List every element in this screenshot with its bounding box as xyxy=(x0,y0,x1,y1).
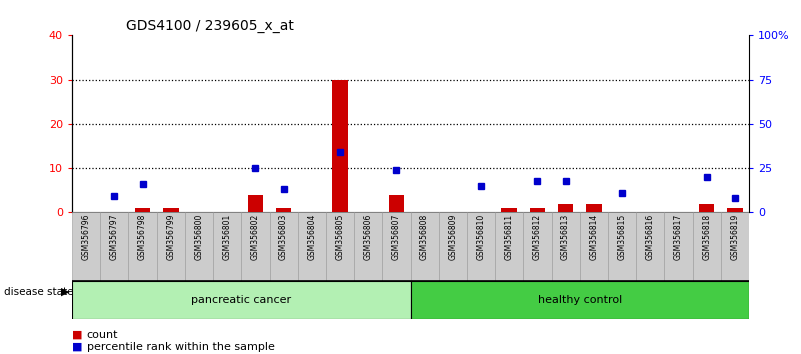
Bar xyxy=(354,212,382,281)
Bar xyxy=(269,212,298,281)
Text: GSM356809: GSM356809 xyxy=(449,213,457,260)
Text: GSM356817: GSM356817 xyxy=(674,213,683,260)
Text: GSM356798: GSM356798 xyxy=(138,213,147,260)
Text: GSM356811: GSM356811 xyxy=(505,213,513,259)
Text: GSM356814: GSM356814 xyxy=(590,213,598,260)
Bar xyxy=(72,212,100,281)
Bar xyxy=(523,212,552,281)
Bar xyxy=(529,208,545,212)
Bar xyxy=(213,212,241,281)
Text: GSM356808: GSM356808 xyxy=(420,213,429,260)
Bar xyxy=(693,212,721,281)
Bar xyxy=(727,208,743,212)
Bar xyxy=(557,204,574,212)
Text: count: count xyxy=(87,330,118,339)
Bar xyxy=(410,212,439,281)
Text: GSM356805: GSM356805 xyxy=(336,213,344,260)
Bar xyxy=(439,212,467,281)
Bar xyxy=(586,204,602,212)
Bar xyxy=(100,212,128,281)
Text: GSM356799: GSM356799 xyxy=(167,213,175,260)
Text: GSM356819: GSM356819 xyxy=(731,213,739,260)
Bar xyxy=(580,212,608,281)
Text: GSM356796: GSM356796 xyxy=(82,213,91,260)
Bar xyxy=(382,212,410,281)
Bar xyxy=(410,281,749,319)
Bar xyxy=(495,212,523,281)
Text: GSM356806: GSM356806 xyxy=(364,213,372,260)
Text: ■: ■ xyxy=(72,342,83,352)
Text: GSM356818: GSM356818 xyxy=(702,213,711,259)
Bar xyxy=(388,195,405,212)
Bar xyxy=(501,208,517,212)
Bar xyxy=(163,208,179,212)
Text: ■: ■ xyxy=(72,330,83,339)
Bar xyxy=(185,212,213,281)
Bar xyxy=(248,195,264,212)
Text: disease state: disease state xyxy=(4,287,74,297)
Bar xyxy=(721,212,749,281)
Bar xyxy=(298,212,326,281)
Bar xyxy=(157,212,185,281)
Bar xyxy=(241,212,269,281)
Text: healthy control: healthy control xyxy=(537,295,622,305)
Text: pancreatic cancer: pancreatic cancer xyxy=(191,295,292,305)
Bar xyxy=(552,212,580,281)
Text: GSM356802: GSM356802 xyxy=(251,213,260,260)
Text: GDS4100 / 239605_x_at: GDS4100 / 239605_x_at xyxy=(127,19,294,33)
Text: GSM356807: GSM356807 xyxy=(392,213,401,260)
Bar xyxy=(332,80,348,212)
Bar xyxy=(135,208,151,212)
Text: GSM356801: GSM356801 xyxy=(223,213,231,260)
Bar xyxy=(326,212,354,281)
Text: GSM356803: GSM356803 xyxy=(279,213,288,260)
Bar xyxy=(467,212,495,281)
Text: GSM356812: GSM356812 xyxy=(533,213,542,259)
Bar xyxy=(636,212,664,281)
Text: GSM356804: GSM356804 xyxy=(308,213,316,260)
Bar xyxy=(608,212,636,281)
Bar xyxy=(128,212,157,281)
Text: GSM356813: GSM356813 xyxy=(562,213,570,260)
Text: GSM356810: GSM356810 xyxy=(477,213,485,260)
Text: GSM356800: GSM356800 xyxy=(195,213,203,260)
Text: GSM356797: GSM356797 xyxy=(110,213,119,260)
Text: GSM356816: GSM356816 xyxy=(646,213,654,260)
Bar xyxy=(699,204,714,212)
Bar xyxy=(72,281,410,319)
Bar xyxy=(276,208,292,212)
Text: ▶: ▶ xyxy=(61,287,70,297)
Text: percentile rank within the sample: percentile rank within the sample xyxy=(87,342,275,352)
Bar xyxy=(664,212,693,281)
Text: GSM356815: GSM356815 xyxy=(618,213,626,260)
